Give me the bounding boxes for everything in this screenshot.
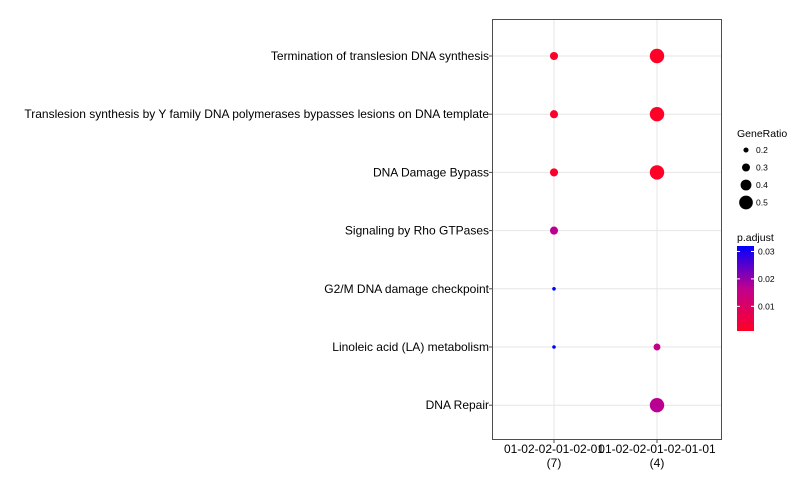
x-axis: 01-02-02-01-02-01(7) 01-02-02-01-02-01-01…: [504, 440, 716, 470]
data-point: [549, 168, 559, 177]
y-tick-label: Signaling by Rho GTPases: [345, 224, 489, 238]
x-tick-label: 01-02-02-01-02-01-01: [598, 442, 716, 456]
y-tick-label: G2/M DNA damage checkpoint: [324, 282, 489, 296]
panel-background: [492, 19, 722, 440]
data-point: [649, 398, 665, 413]
y-tick-label: DNA Repair: [426, 398, 489, 412]
legend-size-label: 0.2: [756, 145, 768, 155]
data-point: [549, 51, 559, 61]
legend-size-label: 0.4: [756, 180, 768, 190]
legend-title-generatio: GeneRatio: [737, 128, 787, 140]
data-point: [649, 107, 665, 122]
y-tick-label: Translesion synthesis by Y family DNA po…: [24, 107, 489, 121]
data-point: [549, 110, 559, 119]
colorbar-tick-label: 0.02: [758, 274, 775, 284]
data-point: [552, 345, 556, 349]
x-tick-count: (7): [547, 456, 562, 470]
colorbar-tick-label: 0.01: [758, 301, 775, 311]
points: [549, 48, 665, 413]
y-tick-label: Linoleic acid (LA) metabolism: [332, 340, 489, 354]
data-point: [649, 165, 665, 180]
legend-size-label: 0.5: [756, 198, 768, 208]
colorbar-tick-label: 0.03: [758, 246, 775, 256]
y-axis: Termination of translesion DNA synthesis…: [24, 49, 492, 412]
panel-border: [492, 19, 722, 440]
legend-title-padjust: p.adjust: [737, 232, 774, 244]
x-tick-count: (4): [650, 456, 665, 470]
grid-lines: [492, 19, 722, 440]
y-tick-label: DNA Damage Bypass: [373, 165, 489, 179]
padjust-legend: p.adjust 0.01 0.02 0.03: [737, 232, 775, 331]
legend-size-key: [740, 179, 752, 191]
data-point: [653, 343, 661, 351]
plot-panel: [492, 19, 722, 440]
generatio-legend: GeneRatio 0.2 0.3 0.4 0.5: [737, 128, 787, 210]
legend-size-key: [743, 147, 749, 153]
y-tick-label: Termination of translesion DNA synthesis: [271, 49, 489, 63]
data-point: [552, 287, 556, 291]
legend-size-key: [739, 195, 753, 210]
legend-size-key: [742, 163, 750, 172]
data-point: [649, 48, 665, 64]
data-point: [549, 226, 559, 235]
colorbar: [737, 246, 754, 331]
legend-size-label: 0.3: [756, 163, 768, 173]
x-tick-label: 01-02-02-01-02-01: [504, 442, 604, 456]
